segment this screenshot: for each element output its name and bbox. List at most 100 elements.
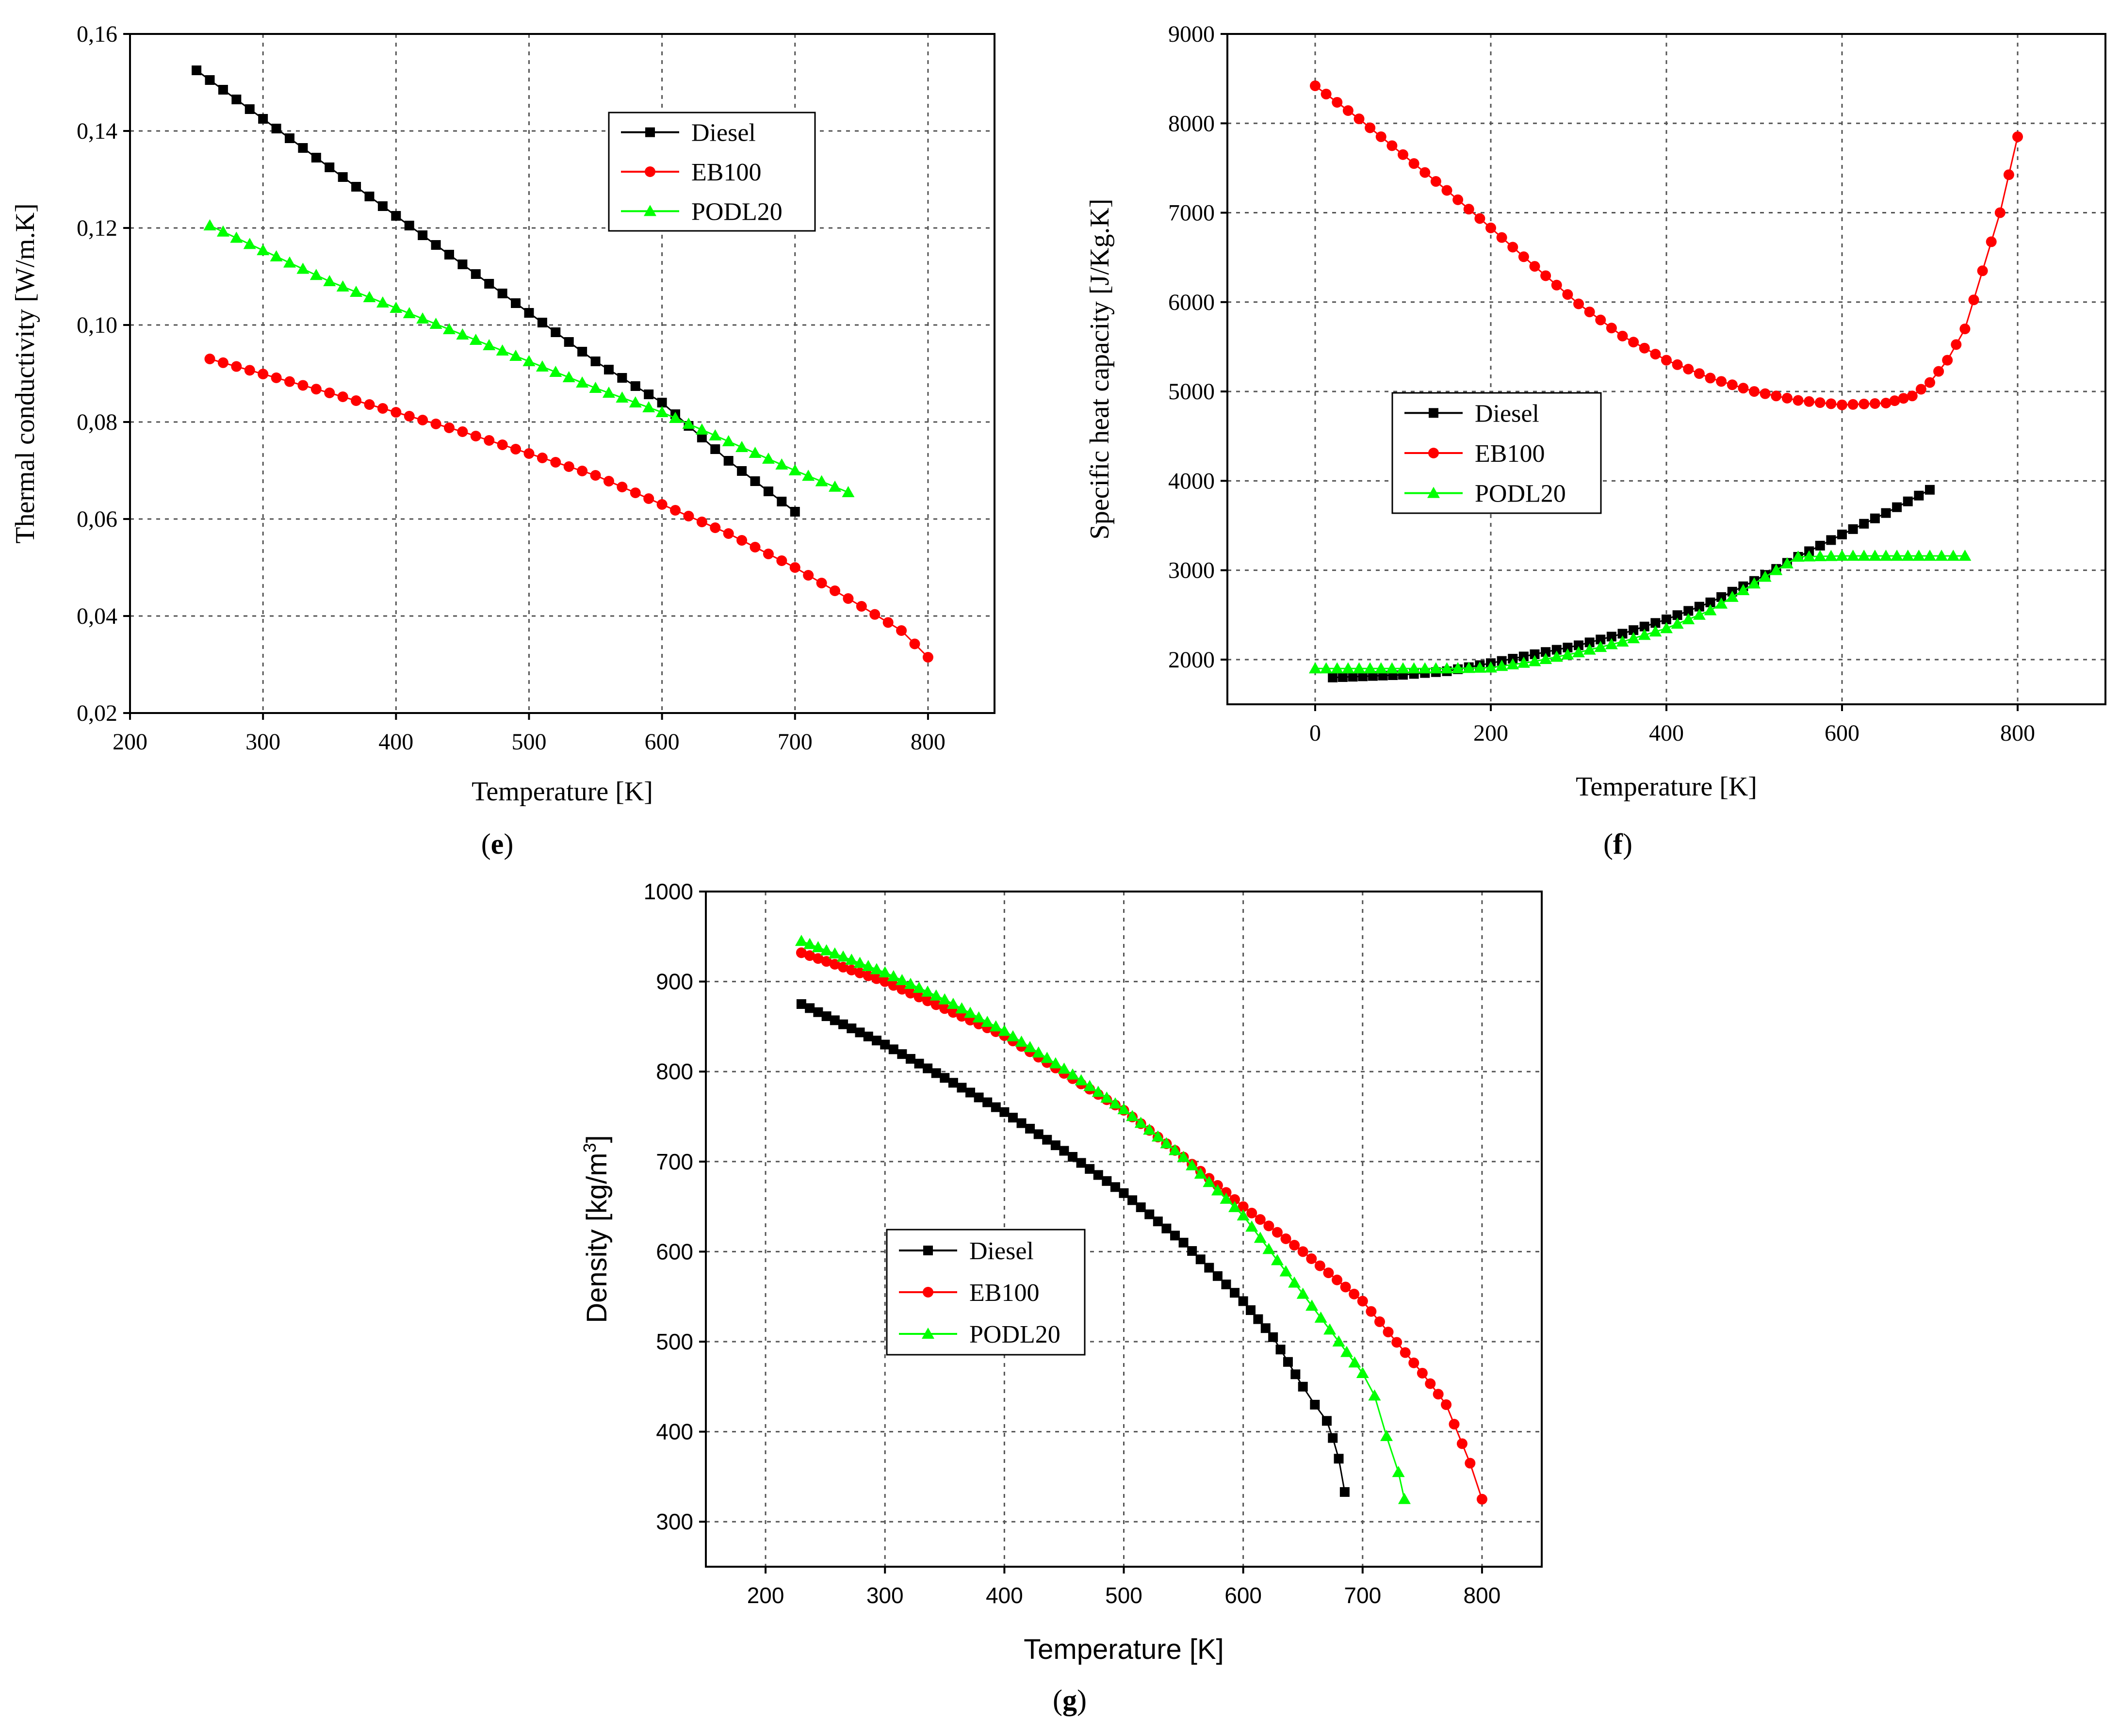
data-point [1683, 364, 1694, 374]
data-point [338, 172, 348, 182]
data-point [629, 396, 642, 407]
data-point [245, 104, 255, 114]
data-point [723, 456, 734, 466]
series-line [801, 940, 1405, 1500]
x-axis-label: Temperature [K] [1576, 772, 1757, 802]
data-point [1837, 529, 1847, 539]
data-point [1550, 650, 1563, 662]
data-point [1485, 222, 1496, 233]
x-axis-label: Temperature [K] [472, 777, 653, 807]
data-point [1280, 1233, 1291, 1244]
data-point [880, 1039, 890, 1050]
data-point [456, 328, 469, 340]
data-point [931, 1068, 941, 1078]
x-tick-label: 500 [1105, 1583, 1142, 1608]
data-point [1968, 294, 1979, 306]
data-point [1187, 1246, 1197, 1256]
data-point [871, 1036, 881, 1046]
data-point [1153, 1217, 1163, 1227]
x-tick-label: 500 [511, 729, 546, 755]
data-point [1059, 1146, 1069, 1156]
data-point [1006, 1030, 1019, 1041]
data-point [284, 133, 294, 143]
data-point [1309, 662, 1321, 674]
data-point [1237, 1209, 1250, 1221]
data-point [617, 373, 627, 383]
data-point [1803, 550, 1816, 562]
data-point [1337, 672, 1348, 682]
y-tick-label: 7000 [1168, 200, 1215, 226]
series-eb100 [204, 354, 933, 663]
data-point [1694, 368, 1705, 379]
data-point [1650, 618, 1661, 628]
data-point [1310, 80, 1321, 91]
data-point [589, 382, 602, 393]
data-point [749, 447, 762, 458]
data-point [972, 1011, 985, 1022]
data-point [1323, 1323, 1337, 1335]
y-tick-label: 500 [656, 1329, 693, 1354]
data-point [364, 399, 375, 410]
data-point [1462, 662, 1475, 673]
data-point [1529, 261, 1540, 272]
data-point [337, 391, 348, 402]
data-point [231, 95, 242, 104]
data-point [788, 464, 801, 475]
data-point [1374, 662, 1387, 674]
data-point [1650, 349, 1661, 360]
data-point [1584, 637, 1595, 648]
data-point [562, 371, 575, 382]
data-point [796, 947, 807, 958]
data-point [1781, 392, 1793, 404]
data-point [998, 1024, 1011, 1036]
data-point [1672, 610, 1682, 620]
x-tick-label: 600 [645, 729, 680, 755]
data-point [946, 998, 960, 1009]
data-point [1465, 1458, 1476, 1469]
x-tick-label: 400 [1649, 720, 1684, 746]
data-point [1715, 597, 1728, 609]
caption-open: ( [481, 828, 491, 860]
data-point [1340, 1346, 1353, 1357]
data-point [1507, 242, 1518, 253]
data-point [657, 398, 667, 407]
x-tick-label: 600 [1224, 1583, 1262, 1608]
data-point [805, 1003, 815, 1013]
data-point [1583, 643, 1596, 655]
data-point [1463, 204, 1474, 215]
data-point [336, 280, 349, 292]
chart-specific-heat-capacity: 0 200 400 600 800 2000 3000 4000 5000 6000 7000 800… [1085, 21, 2106, 860]
legend-marker [923, 1246, 933, 1255]
data-point [955, 1002, 968, 1014]
data-point [842, 486, 855, 497]
data-point [682, 418, 695, 429]
data-point [1947, 550, 1960, 561]
data-point [617, 482, 628, 492]
y-tick-label: 4000 [1168, 468, 1215, 494]
data-point [1694, 601, 1704, 612]
data-point [483, 339, 496, 350]
data-point [1959, 324, 1971, 335]
data-point [1357, 1296, 1368, 1307]
data-point [1476, 1493, 1487, 1505]
data-point [1837, 399, 1847, 410]
data-point [1430, 176, 1441, 187]
legend-marker [1427, 487, 1440, 498]
panel-caption: (g) [1053, 1684, 1087, 1716]
data-point [709, 429, 722, 440]
panel-caption: (e) [481, 828, 514, 860]
data-point [1912, 550, 1925, 561]
legend-marker [923, 1287, 933, 1298]
y-tick-label: 0,06 [77, 506, 117, 532]
data-point [1283, 1357, 1293, 1367]
x-tick-label: 800 [911, 729, 946, 755]
data-point [1737, 584, 1750, 596]
x-tick-label: 600 [1825, 720, 1859, 746]
data-point [1880, 398, 1892, 409]
data-point [1792, 550, 1805, 562]
legend-entry: EB100 [621, 159, 761, 186]
data-point [1380, 1429, 1393, 1441]
data-point [444, 250, 454, 260]
x-tick-label: 700 [778, 729, 813, 755]
